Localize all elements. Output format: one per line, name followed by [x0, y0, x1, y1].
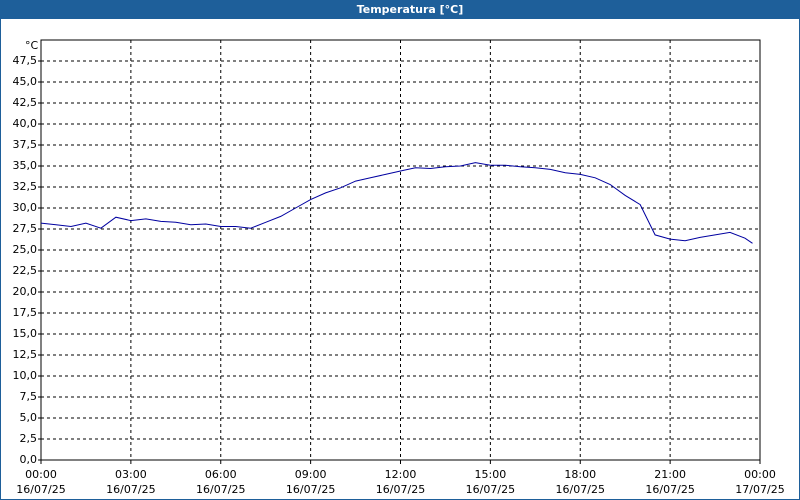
- x-tick-date: 16/07/25: [286, 483, 335, 496]
- x-tick-label: 00:00: [744, 468, 776, 481]
- x-tick-date: 16/07/25: [196, 483, 245, 496]
- y-tick-label: 2,5: [20, 432, 38, 445]
- x-tick-label: 21:00: [654, 468, 686, 481]
- title-bar: [0, 0, 800, 19]
- y-tick-label: 32,5: [13, 180, 38, 193]
- x-tick-date: 16/07/25: [466, 483, 515, 496]
- y-unit: °C: [25, 39, 39, 52]
- y-tick-label: 10,0: [13, 369, 38, 382]
- y-tick-label: 5,0: [20, 411, 38, 424]
- y-tick-label: 42,5: [13, 96, 38, 109]
- x-tick-label: 15:00: [475, 468, 507, 481]
- x-tick-date: 16/07/25: [556, 483, 605, 496]
- x-tick-date: 17/07/25: [735, 483, 784, 496]
- x-tick-label: 00:00: [25, 468, 57, 481]
- x-tick-date: 16/07/25: [376, 483, 425, 496]
- x-tick-label: 03:00: [115, 468, 147, 481]
- x-tick-date: 16/07/25: [16, 483, 65, 496]
- y-tick-label: 27,5: [13, 222, 38, 235]
- y-tick-label: 12,5: [13, 348, 38, 361]
- y-tick-label: 15,0: [13, 327, 38, 340]
- y-tick-label: 20,0: [13, 285, 38, 298]
- y-tick-label: 40,0: [13, 117, 38, 130]
- y-tick-label: 45,0: [13, 75, 38, 88]
- x-tick-label: 06:00: [205, 468, 237, 481]
- y-tick-label: 0,0: [20, 453, 38, 466]
- x-tick-label: 18:00: [564, 468, 596, 481]
- y-tick-label: 30,0: [13, 201, 38, 214]
- x-tick-date: 16/07/25: [106, 483, 155, 496]
- y-tick-label: 17,5: [13, 306, 38, 319]
- y-tick-label: 47,5: [13, 54, 38, 67]
- y-tick-label: 35,0: [13, 159, 38, 172]
- y-tick-label: 37,5: [13, 138, 38, 151]
- x-tick-label: 09:00: [295, 468, 327, 481]
- chart-title: Temperatura [°C]: [357, 3, 464, 16]
- y-tick-label: 7,5: [20, 390, 38, 403]
- y-tick-label: 22,5: [13, 264, 38, 277]
- y-tick-label: 25,0: [13, 243, 38, 256]
- x-tick-label: 12:00: [385, 468, 417, 481]
- data-line: [40, 162, 753, 244]
- x-tick-date: 16/07/25: [645, 483, 694, 496]
